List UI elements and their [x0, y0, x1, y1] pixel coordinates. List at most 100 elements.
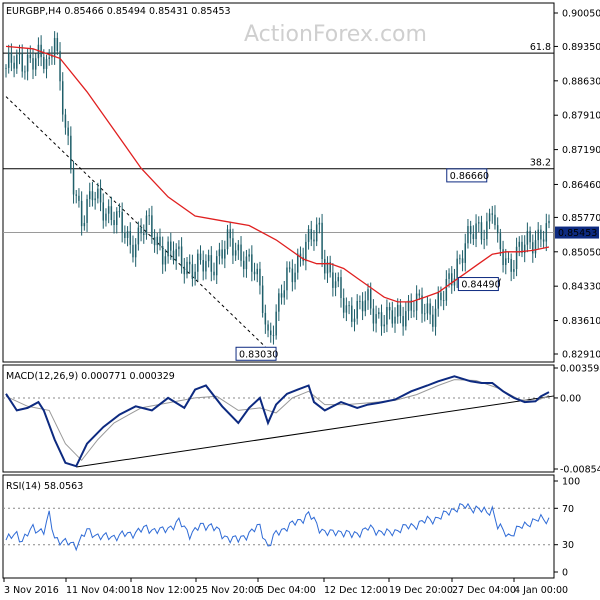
candle-body: [337, 277, 340, 282]
candle-body: [351, 305, 353, 322]
candle-body: [315, 224, 318, 242]
candle-body: [545, 223, 548, 242]
candle-body: [143, 233, 145, 235]
price-panel: 61.8 38.2 0.85453 0.86660 0.84490 0.83030: [3, 31, 599, 361]
rsi-frame: [2, 474, 555, 579]
candle-body: [245, 256, 248, 270]
candle-body: [537, 229, 539, 241]
candle-body: [499, 233, 502, 250]
candle-body: [502, 249, 504, 266]
candle-body: [48, 57, 50, 59]
candle-body: [256, 268, 258, 275]
candle-body: [194, 271, 196, 279]
moving-average-line: [5, 45, 550, 303]
candle-body: [86, 199, 88, 223]
candle-body: [129, 230, 132, 245]
candle-body: [372, 308, 375, 324]
candle-body: [156, 236, 159, 246]
candle-body: [548, 220, 550, 224]
candle-body: [145, 215, 148, 235]
candle-body: [464, 243, 466, 263]
current-price-box: [555, 226, 599, 239]
candle-body: [191, 264, 194, 279]
candle-body: [116, 211, 118, 226]
macd-frame: [2, 364, 555, 473]
candle-body: [72, 169, 75, 195]
candle-body: [70, 135, 72, 170]
candle-body: [97, 188, 99, 199]
candle-body: [453, 278, 456, 286]
candle-body: [391, 310, 394, 324]
x-tick-label: 12 Dec 12:00: [324, 585, 388, 596]
candle-body: [261, 285, 264, 313]
candle-body: [480, 222, 483, 240]
candle-body: [224, 249, 226, 259]
candle-body: [326, 262, 329, 274]
candle-body: [434, 308, 437, 327]
price-tick-label: 0.90050: [562, 9, 600, 20]
candle-body: [91, 191, 94, 201]
candle-body: [461, 258, 464, 263]
candle-body: [18, 53, 21, 55]
candle-body: [532, 242, 534, 254]
candle-body: [167, 241, 169, 257]
candle-body: [180, 246, 183, 267]
candle-body: [448, 273, 450, 279]
candle-body: [175, 249, 177, 261]
candle-body: [251, 254, 253, 272]
rsi-tick-label: 30: [562, 540, 574, 551]
candle-body: [280, 293, 283, 298]
annotation-text: 0.86660: [450, 171, 489, 182]
price-tick-label: 0.89350: [562, 42, 600, 53]
candle-body: [37, 44, 40, 59]
candle-body: [5, 67, 7, 69]
candle-body: [513, 269, 515, 272]
price-tick-label: 0.82910: [562, 350, 600, 361]
price-trendline: [5, 96, 266, 348]
price-tick-label: 0.86460: [562, 180, 600, 191]
candle-body: [207, 255, 210, 262]
candle-body: [75, 194, 77, 196]
candle-body: [426, 303, 429, 314]
candle-body: [342, 298, 345, 313]
candle-body: [59, 51, 61, 82]
candle-body: [286, 267, 288, 291]
candle-body: [483, 239, 485, 240]
macd-tick-label: -0.008548: [560, 465, 600, 476]
candle-body: [386, 307, 388, 325]
candle-body: [67, 127, 69, 136]
rsi-panel: [3, 502, 554, 552]
candle-body: [456, 258, 458, 279]
candle-body: [226, 229, 229, 250]
candle-body: [375, 314, 377, 324]
candle-body: [278, 293, 280, 312]
candle-body: [161, 246, 164, 265]
x-tick-label: 3 Nov 2016: [4, 585, 59, 596]
candle-body: [542, 239, 545, 242]
macd-tick-label: 0.00: [560, 393, 581, 404]
candle-body: [94, 198, 96, 201]
annotation-box: [457, 277, 499, 292]
candle-body: [159, 236, 161, 247]
candle-body: [488, 213, 491, 222]
candle-body: [396, 304, 399, 317]
candle-body: [418, 293, 421, 296]
candle-body: [523, 244, 526, 253]
candle-body: [359, 300, 361, 302]
candle-body: [378, 312, 380, 315]
x-tick-label: 27 Dec 04:00: [452, 585, 516, 596]
candle-body: [16, 54, 18, 69]
candle-body: [310, 229, 313, 240]
candle-body: [388, 307, 391, 311]
watermark: ActionForex.com: [244, 22, 427, 47]
rsi-tick-label: 70: [562, 504, 574, 515]
candle-body: [242, 260, 245, 270]
candle-body: [432, 314, 434, 327]
rsi-label: RSI(14) 58.0563: [6, 481, 83, 492]
candle-body: [186, 261, 188, 275]
macd-trendline: [76, 395, 555, 468]
candle-body: [496, 225, 499, 234]
candle-body: [518, 241, 521, 247]
annotation-text: 0.83030: [239, 349, 278, 360]
candle-body: [32, 58, 34, 70]
